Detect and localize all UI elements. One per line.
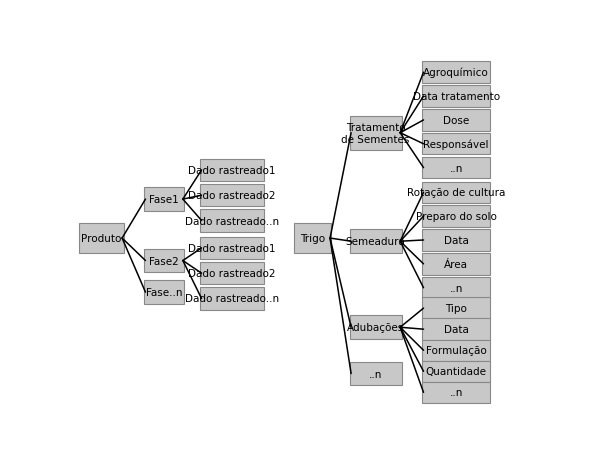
Text: Dado rastreado1: Dado rastreado1 (188, 166, 276, 176)
FancyBboxPatch shape (144, 281, 185, 304)
Text: Fase1: Fase1 (150, 195, 179, 205)
FancyBboxPatch shape (422, 382, 490, 403)
FancyBboxPatch shape (422, 340, 490, 361)
FancyBboxPatch shape (422, 319, 490, 340)
FancyBboxPatch shape (422, 206, 490, 228)
FancyBboxPatch shape (422, 110, 490, 131)
FancyBboxPatch shape (350, 316, 402, 339)
FancyBboxPatch shape (350, 116, 402, 150)
Text: Fase2: Fase2 (150, 256, 179, 266)
Text: Produto: Produto (81, 233, 121, 243)
Text: Dado rastreado1: Dado rastreado1 (188, 243, 276, 253)
FancyBboxPatch shape (200, 263, 264, 285)
FancyBboxPatch shape (422, 62, 490, 84)
Text: Agroquímico: Agroquímico (423, 68, 489, 78)
Text: Rotação de cultura: Rotação de cultura (407, 188, 505, 198)
Text: Tipo: Tipo (445, 303, 467, 313)
Text: Dado rastreado2: Dado rastreado2 (188, 191, 276, 201)
FancyBboxPatch shape (144, 188, 185, 212)
Text: ..n: ..n (450, 388, 463, 398)
Text: Dado rastreado..n: Dado rastreado..n (185, 294, 279, 304)
FancyBboxPatch shape (294, 223, 332, 253)
FancyBboxPatch shape (422, 230, 490, 251)
Text: Data: Data (444, 324, 469, 334)
FancyBboxPatch shape (422, 361, 490, 382)
FancyBboxPatch shape (422, 157, 490, 179)
Text: Preparo do solo: Preparo do solo (416, 212, 497, 222)
Text: Dado rastreado..n: Dado rastreado..n (185, 216, 279, 226)
Text: Responsável: Responsável (423, 139, 489, 150)
FancyBboxPatch shape (200, 185, 264, 207)
FancyBboxPatch shape (200, 159, 264, 182)
FancyBboxPatch shape (422, 253, 490, 275)
FancyBboxPatch shape (422, 86, 490, 107)
Text: Data: Data (444, 236, 469, 245)
FancyBboxPatch shape (78, 223, 124, 253)
Text: Data tratamento: Data tratamento (412, 92, 500, 102)
Text: Semeadura: Semeadura (346, 237, 406, 247)
FancyBboxPatch shape (144, 249, 185, 273)
FancyBboxPatch shape (350, 363, 402, 385)
FancyBboxPatch shape (200, 210, 264, 232)
Text: Fase..n: Fase..n (146, 288, 183, 298)
FancyBboxPatch shape (350, 230, 402, 253)
Text: Formulação: Formulação (426, 345, 487, 355)
Text: Dose: Dose (443, 116, 469, 126)
Text: Dado rastreado2: Dado rastreado2 (188, 268, 276, 278)
Text: ..n: ..n (450, 283, 463, 293)
FancyBboxPatch shape (422, 298, 490, 319)
Text: Tratamento
de Sementes: Tratamento de Sementes (341, 123, 410, 144)
Text: Área: Área (444, 259, 469, 269)
Text: Quantidade: Quantidade (426, 367, 487, 376)
FancyBboxPatch shape (200, 237, 264, 259)
FancyBboxPatch shape (422, 278, 490, 299)
Text: Trigo: Trigo (300, 233, 325, 243)
Text: ..n: ..n (369, 369, 382, 379)
FancyBboxPatch shape (200, 288, 264, 310)
Text: Adubações: Adubações (347, 323, 404, 333)
FancyBboxPatch shape (422, 134, 490, 155)
Text: ..n: ..n (450, 163, 463, 173)
FancyBboxPatch shape (422, 182, 490, 203)
